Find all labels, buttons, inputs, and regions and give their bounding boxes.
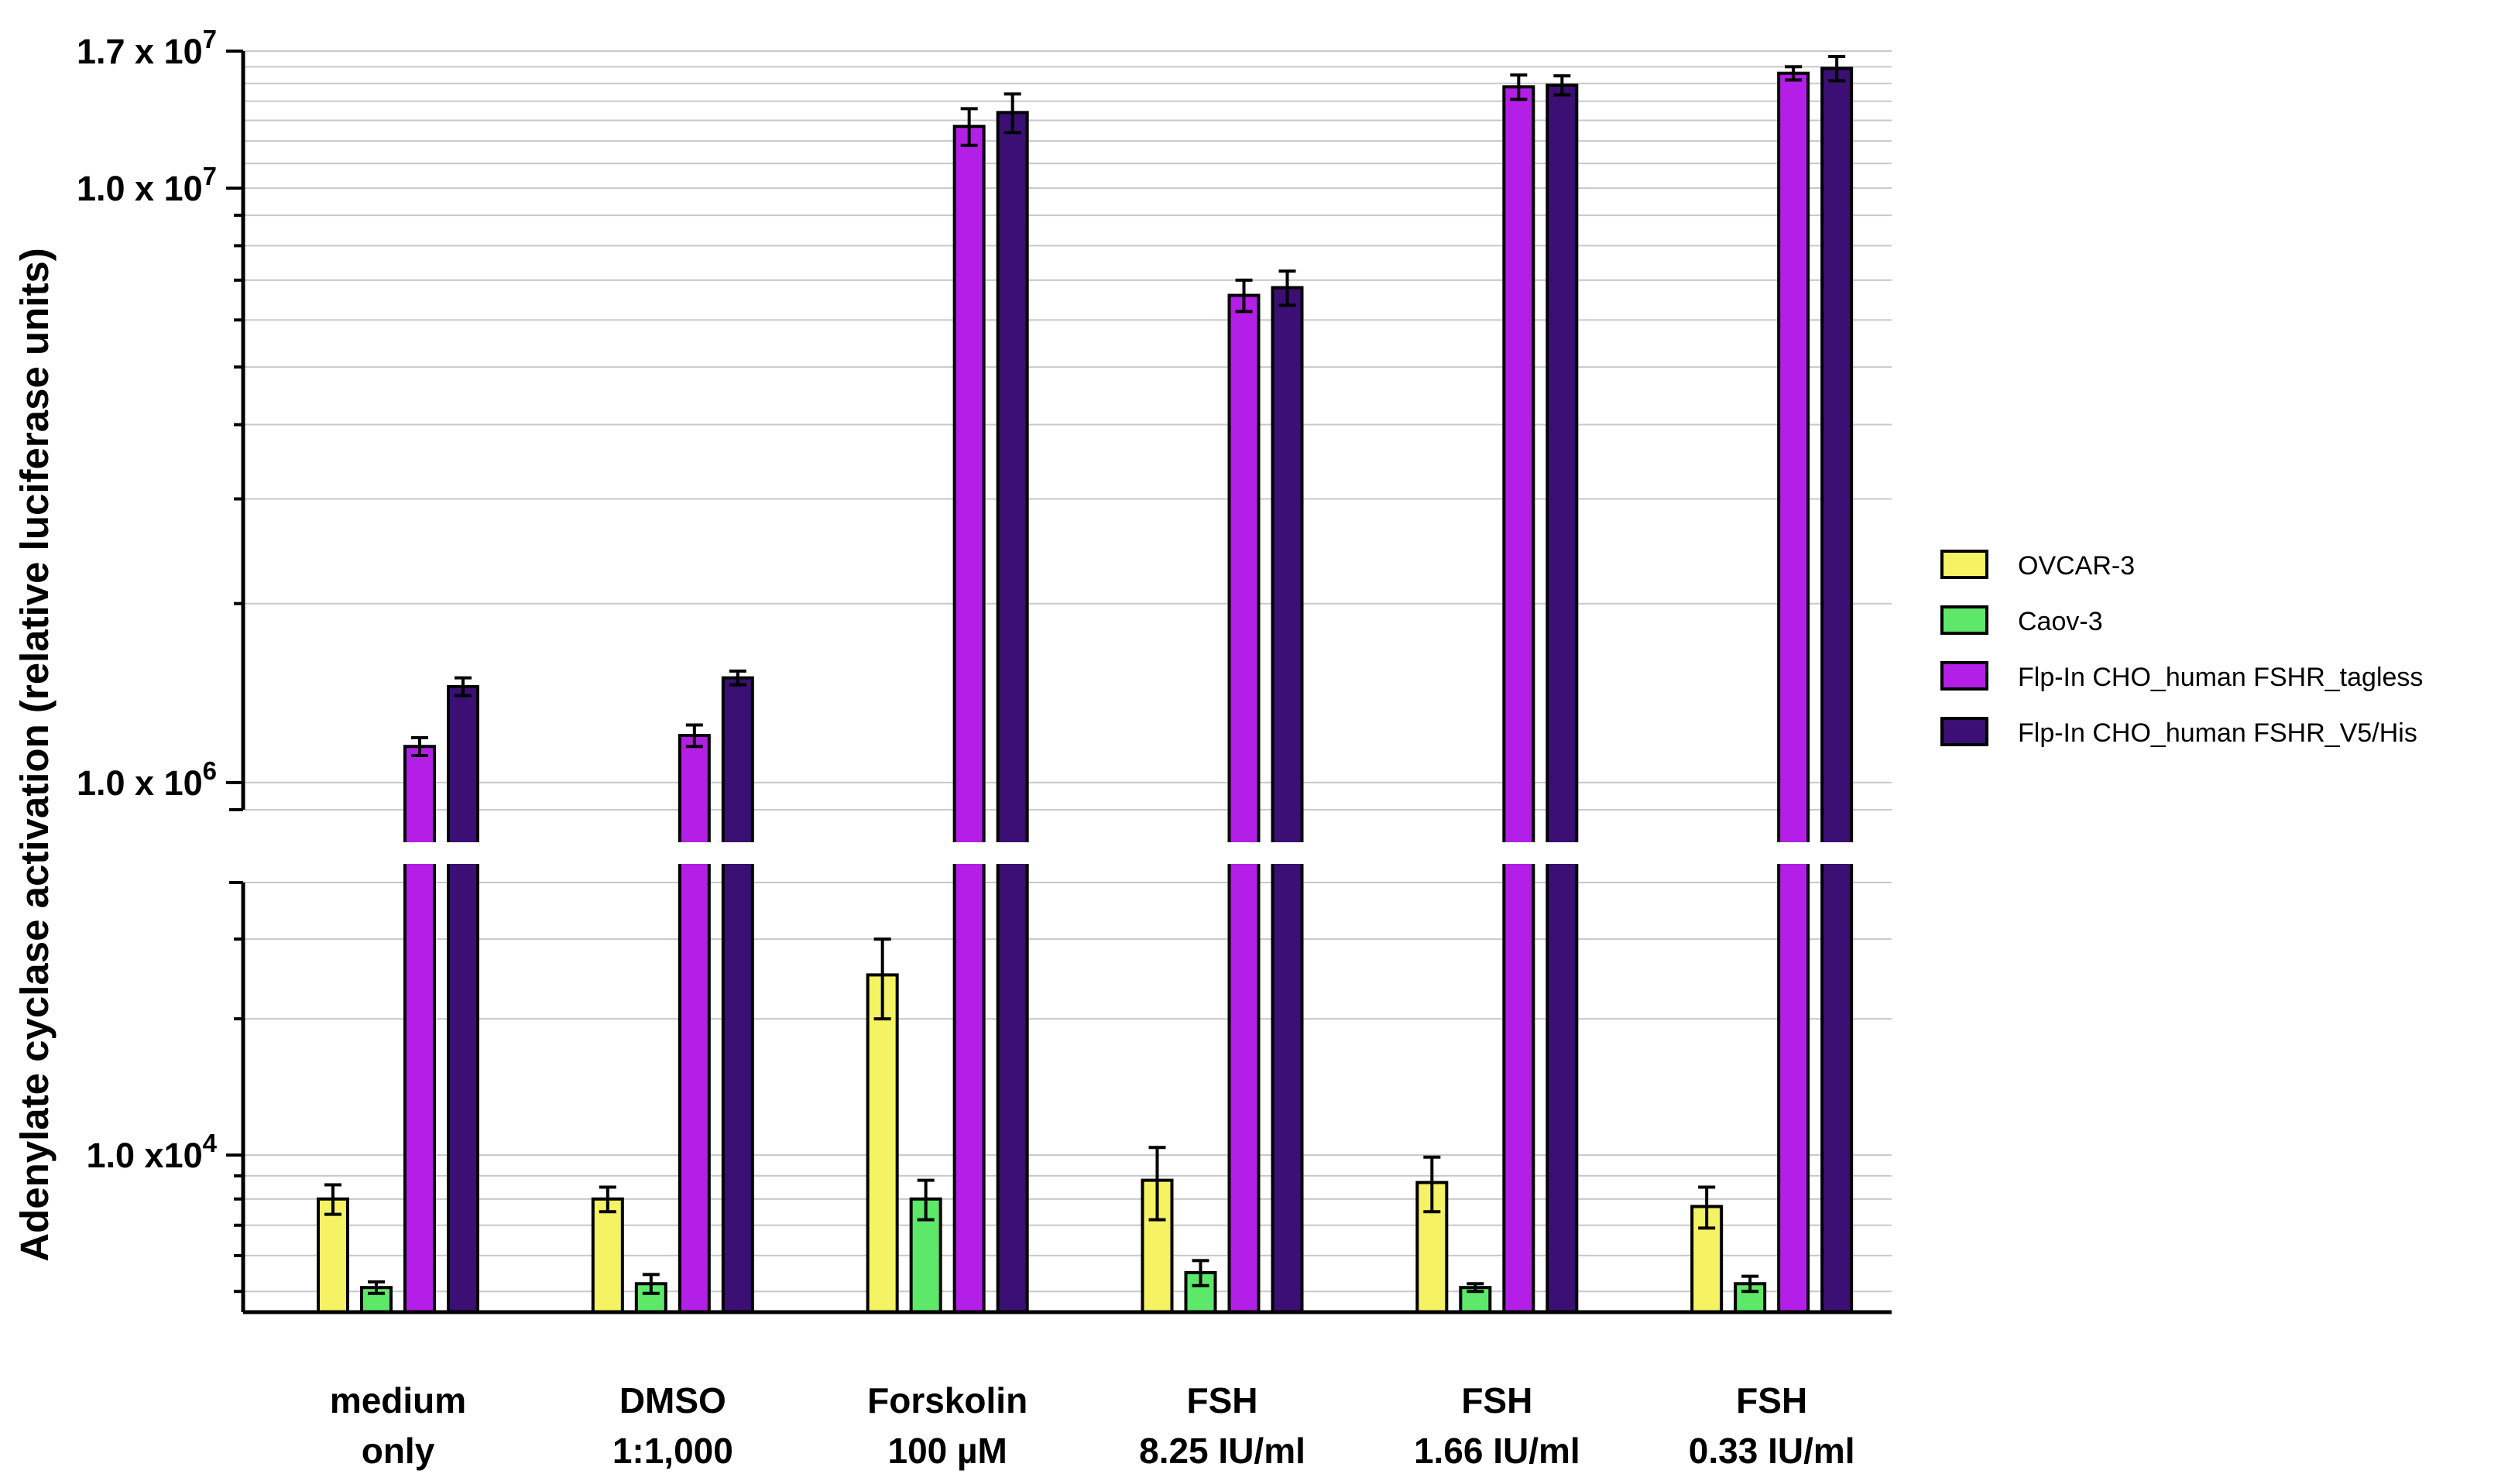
x-tick-label: FSH 8.25 IU/ml [1139,1380,1305,1471]
error-bar-0-2 [873,937,891,1021]
gridlines [243,50,1892,1293]
error-bar-2-5 [1785,65,1803,82]
legend-item: OVCAR-3 [1940,550,2135,581]
y-axis-label: Adenylate cyclase activation (relative l… [12,248,57,1262]
y-tick-label: 1.0 x104 [87,1129,218,1175]
error-bar-3-5 [1828,54,1846,83]
bar-break-gap [677,842,712,864]
error-bar-1-5 [1741,1274,1759,1294]
error-bar-1-2 [917,1178,935,1222]
x-tick-label: medium only [330,1380,466,1471]
svg-text:DMSO: DMSO [619,1380,726,1421]
svg-text:FSH: FSH [1736,1380,1807,1421]
bar-break-gap [1270,842,1305,864]
legend-label: OVCAR-3 [2018,551,2135,581]
x-tick-labels: medium only DMSO 1:1,000 Forskolin 100 µM FSH 8… [330,1380,1855,1471]
svg-text:FSH: FSH [1461,1380,1532,1421]
error-bar-1-1 [642,1273,660,1295]
error-bars [324,54,1846,1295]
legend-label: Flp-In CHO_human FSHR_tagless [2018,663,2423,692]
legend-swatch [1940,605,1988,635]
bar-3-3 [1271,286,1304,1314]
error-bar-2-0 [411,735,428,758]
error-bar-3-0 [455,676,472,697]
bar-2-2 [952,125,986,1314]
error-bar-0-5 [1698,1185,1716,1230]
y-tick-labels: 1.7 x 107 1.0 x 107 1.0 x 106 1.0 x104 [77,25,218,1175]
error-bar-0-0 [324,1183,341,1216]
error-bar-0-3 [1148,1146,1166,1222]
error-bar-2-3 [1235,278,1253,314]
error-bar-2-2 [960,107,978,147]
legend-item: Caov-3 [1940,605,2103,636]
bar-3-1 [721,676,754,1314]
svg-text:medium: medium [330,1380,466,1421]
x-tick-label: FSH 1.66 IU/ml [1414,1380,1580,1471]
error-bar-1-3 [1192,1259,1209,1287]
svg-text:8.25 IU/ml: 8.25 IU/ml [1139,1431,1305,1471]
error-bar-1-4 [1467,1282,1484,1294]
y-tick-label: 1.0 x 106 [77,756,217,803]
error-bar-0-4 [1423,1155,1441,1214]
bar-break-gap [1820,842,1854,864]
x-tick-label: Forskolin 100 µM [867,1380,1028,1471]
legend-swatch [1940,661,1988,691]
legend-label: Caov-3 [2018,607,2103,636]
error-bar-2-1 [685,723,703,749]
bar-2-5 [1777,71,1810,1314]
bar-3-0 [447,684,479,1314]
error-bar-3-4 [1553,74,1571,97]
y-tick-label: 1.0 x 107 [77,162,217,208]
svg-text:1.66 IU/ml: 1.66 IU/ml [1414,1431,1580,1471]
legend-swatch [1940,550,1988,579]
error-bar-2-4 [1510,73,1528,101]
error-bar-1-0 [368,1280,385,1295]
bar-break-gap [1545,842,1580,864]
y-tick-label: 1.7 x 107 [77,25,217,71]
bar-3-5 [1820,67,1854,1314]
svg-text:Forskolin: Forskolin [867,1380,1028,1421]
bar-break-gap [952,842,986,864]
bar-break-gap [446,842,480,864]
error-bar-0-1 [599,1185,616,1214]
legend-swatch [1940,717,1988,746]
bar-break-gap [1776,842,1811,864]
bar-break-gap [1226,842,1261,864]
svg-text:FSH: FSH [1187,1380,1258,1421]
legend-item: Flp-In CHO_human FSHR_tagless [1940,661,2423,692]
error-bar-3-3 [1278,269,1296,307]
bar-break-gap [995,842,1030,864]
svg-text:1:1,000: 1:1,000 [612,1431,733,1471]
error-bar-3-1 [729,669,746,687]
bar-2-0 [403,745,436,1314]
bar-0-0 [317,1197,349,1314]
legend-label: Flp-In CHO_human FSHR_V5/His [2018,718,2417,748]
x-tick-label: DMSO 1:1,000 [612,1380,733,1471]
svg-text:0.33 IU/ml: 0.33 IU/ml [1689,1431,1855,1471]
svg-text:only: only [362,1431,435,1471]
bar-2-3 [1227,293,1261,1314]
legend: OVCAR-3 Caov-3 Flp-In CHO_human FSHR_tagle… [1940,550,2423,748]
bars [317,67,1854,1314]
y-axis [226,50,1892,1314]
bar-break-gap [403,842,437,864]
bar-0-2 [866,973,899,1314]
legend-item: Flp-In CHO_human FSHR_V5/His [1940,717,2417,748]
x-tick-label: FSH 0.33 IU/ml [1689,1380,1855,1471]
bar-0-1 [591,1197,624,1314]
bar-break-gap [720,842,755,864]
svg-text:100 µM: 100 µM [887,1431,1007,1471]
bar-3-4 [1546,83,1579,1314]
bar-3-2 [996,111,1029,1314]
bar-break-gap [1501,842,1536,864]
error-bar-3-2 [1003,92,1021,135]
bar-2-4 [1502,85,1535,1314]
bar-2-1 [678,734,711,1314]
